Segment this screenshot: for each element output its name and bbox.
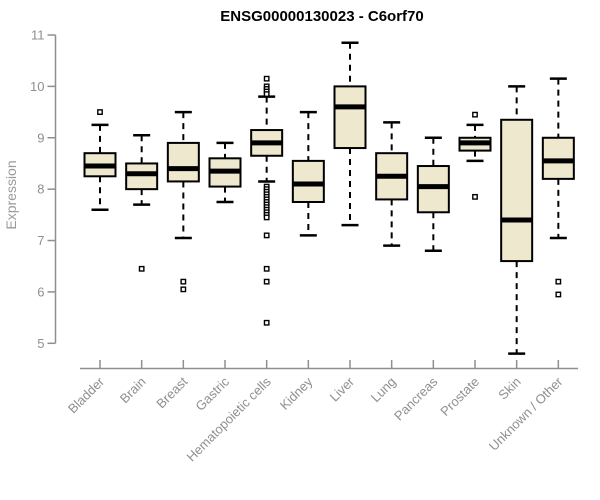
plot-area	[83, 41, 575, 355]
x-tick-label: Kidney	[277, 374, 316, 413]
x-tick-label: Lung	[368, 374, 399, 405]
y-axis-label: Expression	[3, 160, 19, 229]
box-plot-unknown-other	[541, 77, 575, 298]
outlier-marker	[472, 111, 478, 118]
box-plot-hematopoietic-cells	[250, 75, 284, 326]
y-tick-label: 11	[31, 28, 45, 43]
x-tick-label: Breast	[153, 374, 190, 411]
outlier-marker	[555, 291, 562, 298]
iqr-box	[166, 141, 200, 183]
x-tick-label: Prostate	[437, 374, 482, 419]
iqr-box	[541, 136, 575, 180]
x-tick-label: Skin	[495, 374, 523, 402]
box-plot-skin	[500, 85, 534, 355]
box-plot-prostate	[458, 111, 492, 200]
box-plot-breast	[166, 110, 200, 293]
outlier-marker	[263, 232, 270, 239]
box-plot-liver	[333, 41, 367, 227]
outlier-marker	[138, 265, 145, 272]
iqr-box	[416, 165, 450, 214]
y-tick-label: 9	[37, 130, 44, 145]
outlier-marker	[263, 319, 270, 326]
iqr-box	[291, 159, 325, 203]
y-tick-label: 6	[37, 284, 44, 299]
box-plot-lung	[375, 121, 409, 247]
box-plot-pancreas	[416, 136, 450, 253]
chart-title: ENSG00000130023 - C6orf70	[220, 8, 423, 25]
y-tick-label: 5	[37, 336, 44, 351]
outlier-marker	[263, 278, 270, 285]
outlier-marker	[555, 278, 562, 285]
x-tick-label: Bladder	[65, 374, 108, 417]
outlier-marker	[263, 75, 270, 82]
outlier-marker	[472, 193, 478, 200]
outlier-marker	[263, 265, 270, 272]
y-tick-label: 8	[37, 182, 44, 197]
iqr-box	[333, 85, 367, 150]
iqr-box	[500, 118, 534, 263]
box-plot-bladder	[83, 109, 117, 211]
y-tick-label: 10	[30, 79, 44, 94]
box-plot-gastric	[208, 141, 242, 204]
x-tick-label: Brain	[117, 374, 149, 406]
x-tick-label: Liver	[327, 374, 358, 405]
x-tick-label: Gastric	[192, 374, 232, 414]
iqr-box	[125, 162, 159, 191]
outlier-marker	[97, 109, 103, 115]
outlier-marker	[263, 91, 270, 97]
outlier-marker	[180, 278, 187, 285]
outlier-marker	[180, 286, 187, 293]
y-tick-label: 7	[37, 233, 44, 248]
y-axis: 5 6 7 8 9 10 11	[30, 28, 57, 351]
outlier-marker	[263, 214, 270, 221]
x-tick-label: Pancreas	[391, 374, 441, 424]
box-plot-kidney	[291, 110, 325, 237]
box-plot-brain	[125, 133, 159, 272]
x-tick-label: Unknown / Other	[486, 374, 566, 454]
